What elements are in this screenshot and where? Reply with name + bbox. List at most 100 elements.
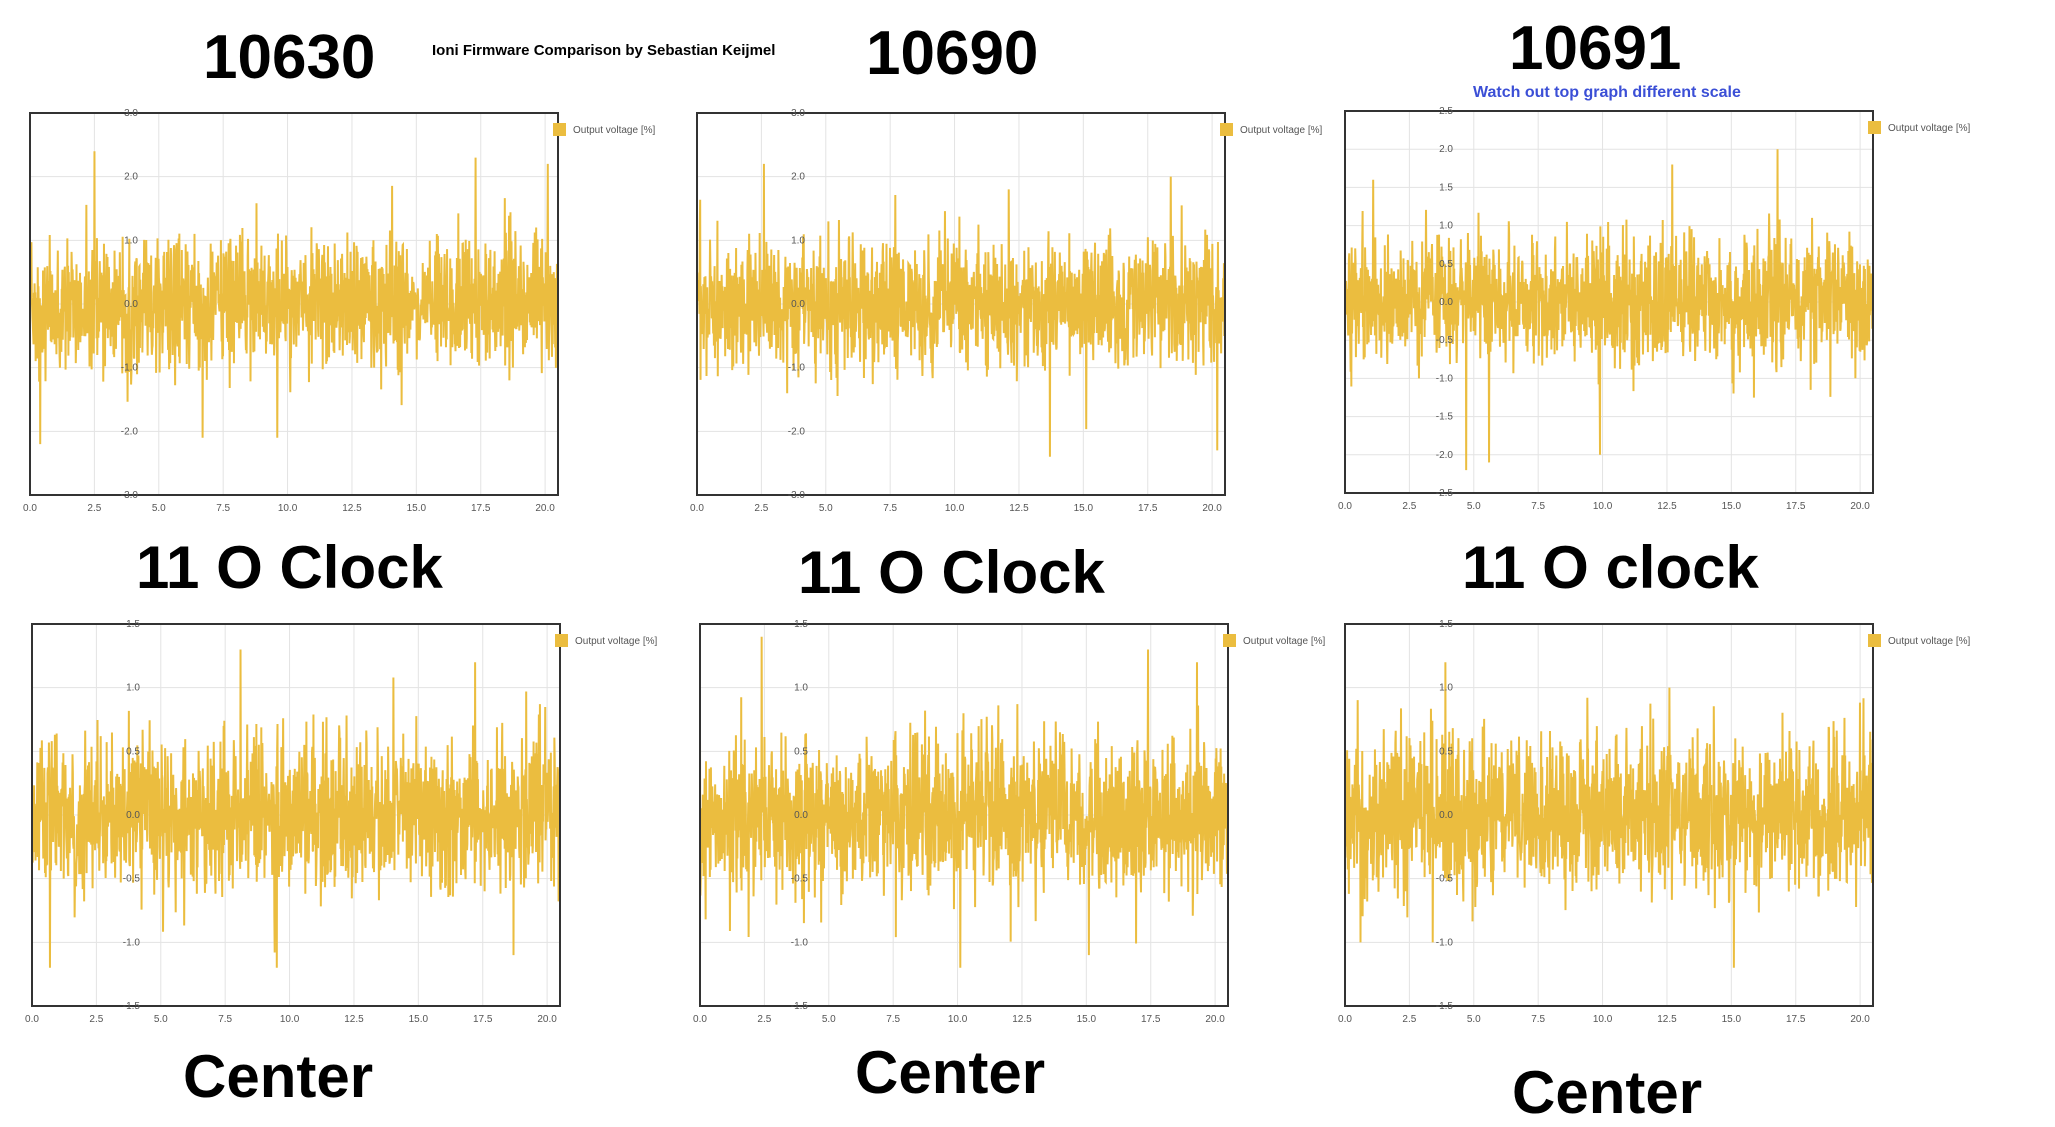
x-tick-label: 2.5 — [757, 1014, 771, 1025]
x-tick-label: 0.0 — [25, 1014, 39, 1025]
y-tick-label: 3.0 — [791, 108, 805, 119]
y-tick-label: -3.0 — [121, 490, 139, 501]
x-tick-label: 17.5 — [1138, 503, 1158, 514]
y-tick-label: 0.0 — [1439, 810, 1453, 821]
y-tick-label: -2.0 — [121, 426, 139, 437]
legend-label: Output voltage [%] — [1240, 125, 1322, 136]
x-tick-label: 15.0 — [1722, 501, 1742, 512]
x-tick-label: 5.0 — [819, 503, 833, 514]
x-tick-label: 10.0 — [280, 1014, 300, 1025]
series-line-output-voltage — [31, 649, 561, 968]
x-tick-label: 17.5 — [1786, 501, 1806, 512]
x-tick-label: 12.5 — [344, 1014, 364, 1025]
legend-label: Output voltage [%] — [573, 125, 655, 136]
x-tick-label: 15.0 — [1077, 1014, 1097, 1025]
y-tick-label: -1.0 — [123, 937, 141, 948]
plot-border — [696, 112, 1226, 496]
plot-border — [1344, 110, 1874, 494]
position-label-10630-bottom: Center — [183, 1043, 374, 1110]
y-tick-label: -1.0 — [121, 363, 139, 374]
firmware-title-10691: 10691 — [1509, 14, 1682, 83]
y-tick-label: 1.0 — [791, 235, 805, 246]
x-tick-label: 10.0 — [278, 503, 298, 514]
y-tick-label: 1.0 — [126, 683, 140, 694]
y-tick-label: 0.0 — [124, 299, 138, 310]
x-tick-label: 0.0 — [690, 503, 704, 514]
x-tick-label: 7.5 — [883, 503, 897, 514]
plot-border — [1344, 623, 1874, 1007]
position-label-10691-top: 11 O clock — [1462, 534, 1759, 601]
x-tick-label: 0.0 — [693, 1014, 707, 1025]
legend-swatch — [1220, 123, 1233, 136]
legend-swatch — [1868, 121, 1881, 134]
y-tick-label: -0.5 — [1436, 335, 1454, 346]
y-tick-label: -2.0 — [1436, 450, 1454, 461]
y-tick-label: -1.5 — [123, 1001, 141, 1012]
y-tick-label: 0.5 — [1439, 746, 1453, 757]
x-tick-label: 20.0 — [1202, 503, 1222, 514]
y-tick-label: -0.5 — [123, 874, 141, 885]
x-tick-label: 20.0 — [1850, 501, 1870, 512]
legend-swatch — [555, 634, 568, 647]
x-tick-label: 2.5 — [1402, 501, 1416, 512]
y-tick-label: 1.5 — [794, 619, 808, 630]
y-tick-label: -1.0 — [1436, 937, 1454, 948]
position-label-10690-bottom: Center — [855, 1039, 1046, 1106]
x-tick-label: 7.5 — [886, 1014, 900, 1025]
x-tick-label: 10.0 — [1593, 1014, 1613, 1025]
legend-label: Output voltage [%] — [1888, 123, 1970, 134]
x-tick-label: 12.5 — [1009, 503, 1029, 514]
x-tick-label: 0.0 — [1338, 1014, 1352, 1025]
position-label-10690-top: 11 O Clock — [798, 539, 1105, 606]
x-tick-label: 5.0 — [152, 503, 166, 514]
legend-label: Output voltage [%] — [1888, 636, 1970, 647]
scale-warning-note: Watch out top graph different scale — [1473, 84, 1741, 101]
y-tick-label: -1.0 — [791, 937, 809, 948]
y-tick-label: -3.0 — [788, 490, 806, 501]
x-tick-label: 12.5 — [342, 503, 362, 514]
x-tick-label: 7.5 — [1531, 1014, 1545, 1025]
y-tick-label: -0.5 — [791, 874, 809, 885]
y-tick-label: 3.0 — [124, 108, 138, 119]
x-tick-label: 2.5 — [89, 1014, 103, 1025]
plot-border — [31, 623, 561, 1007]
position-label-10630-top: 11 O Clock — [136, 534, 443, 601]
x-tick-label: 12.5 — [1012, 1014, 1032, 1025]
series-line-output-voltage — [696, 163, 1226, 457]
plot-border — [29, 112, 559, 496]
x-tick-label: 2.5 — [754, 503, 768, 514]
x-tick-label: 17.5 — [473, 1014, 493, 1025]
x-tick-label: 0.0 — [23, 503, 37, 514]
series-line-output-voltage — [29, 151, 559, 445]
x-tick-label: 15.0 — [1722, 1014, 1742, 1025]
firmware-title-10690: 10690 — [866, 19, 1039, 88]
firmware-title-10630: 10630 — [203, 23, 376, 92]
x-tick-label: 5.0 — [1467, 1014, 1481, 1025]
x-tick-label: 12.5 — [1657, 1014, 1677, 1025]
x-tick-label: 10.0 — [1593, 501, 1613, 512]
x-tick-label: 0.0 — [1338, 501, 1352, 512]
legend-swatch — [553, 123, 566, 136]
y-tick-label: -0.5 — [1436, 874, 1454, 885]
series-line-output-voltage — [1344, 662, 1874, 968]
y-tick-label: 2.5 — [1439, 106, 1453, 117]
x-tick-label: 7.5 — [1531, 501, 1545, 512]
plot-border — [699, 623, 1229, 1007]
y-tick-label: 2.0 — [791, 172, 805, 183]
y-tick-label: 1.5 — [1439, 182, 1453, 193]
main-title: Ioni Firmware Comparison by Sebastian Ke… — [432, 42, 776, 59]
x-tick-label: 15.0 — [1074, 503, 1094, 514]
x-tick-label: 7.5 — [218, 1014, 232, 1025]
x-tick-label: 12.5 — [1657, 501, 1677, 512]
x-tick-label: 20.0 — [1850, 1014, 1870, 1025]
y-tick-label: -1.5 — [791, 1001, 809, 1012]
y-tick-label: 0.5 — [794, 746, 808, 757]
legend-swatch — [1868, 634, 1881, 647]
x-tick-label: 20.0 — [1205, 1014, 1225, 1025]
x-tick-label: 15.0 — [407, 503, 427, 514]
